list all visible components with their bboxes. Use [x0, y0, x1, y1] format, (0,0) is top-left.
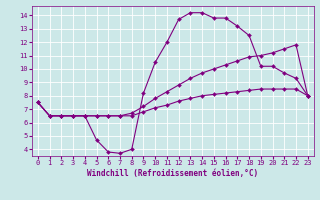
- X-axis label: Windchill (Refroidissement éolien,°C): Windchill (Refroidissement éolien,°C): [87, 169, 258, 178]
